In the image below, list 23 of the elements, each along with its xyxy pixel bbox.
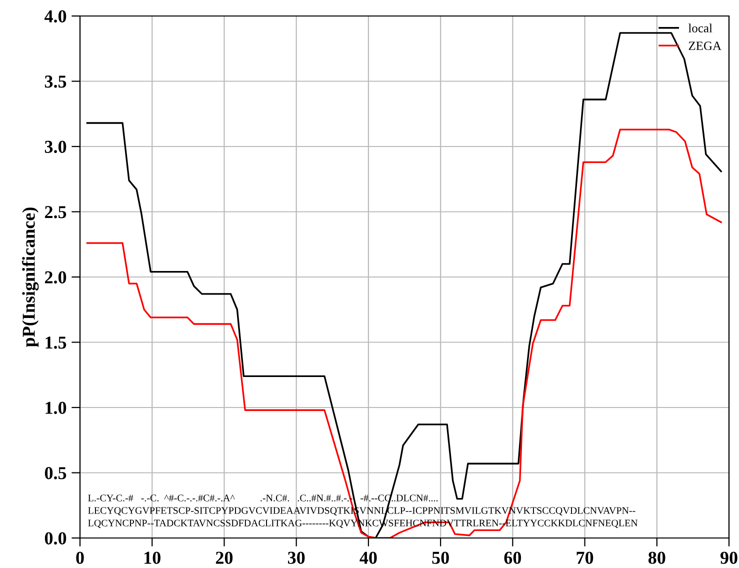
x-tick-label: 20	[216, 552, 233, 564]
y-tick-label: 0.0	[44, 532, 66, 545]
x-tick-label: 70	[576, 552, 594, 564]
x-tick-label: 60	[504, 552, 522, 564]
x-tick-label: 90	[720, 552, 738, 564]
y-tick-label: 3.0	[44, 140, 66, 154]
x-tick-label: 30	[288, 552, 305, 564]
y-axis-title: pP(Insignificance)	[22, 208, 39, 347]
x-tick-label: 0	[76, 552, 84, 564]
x-tick-label: 50	[432, 552, 449, 564]
legend-label: ZEGA	[688, 42, 722, 50]
y-tick-label: 2.5	[44, 206, 66, 218]
x-tick-label: 80	[648, 552, 666, 564]
y-tick-label: 3.5	[44, 76, 66, 88]
x-tick-label: 10	[144, 552, 160, 564]
y-tick-label: 2.0	[44, 271, 66, 284]
legend-label: local	[688, 24, 712, 32]
y-tick-label: 1.5	[46, 336, 66, 349]
x-tick-label: 40	[360, 552, 377, 564]
y-tick-label: 4.0	[44, 10, 66, 23]
y-tick-label: 1.0	[46, 402, 66, 414]
line-series	[86, 128, 722, 538]
y-tick-label: 0.5	[44, 467, 66, 480]
